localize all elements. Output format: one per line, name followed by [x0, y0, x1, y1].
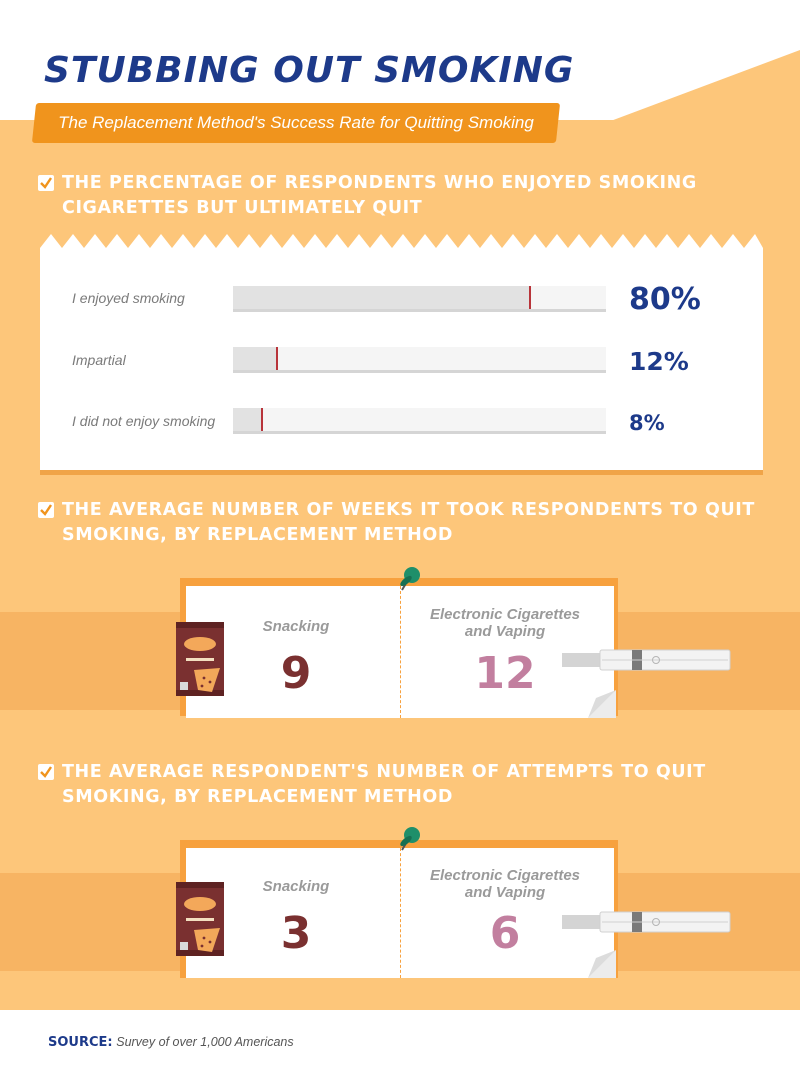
- snack-bag-icon: [176, 882, 224, 956]
- bar-value-enjoyed: 80%: [629, 282, 701, 317]
- section-2-heading: THE AVERAGE NUMBER OF WEEKS IT TOOK RESP…: [38, 498, 758, 548]
- e-cigarette-icon: [562, 911, 731, 933]
- snack-bag-icon: [176, 622, 224, 696]
- card-divider: [400, 848, 401, 978]
- vaping-attempts-value: 6: [489, 908, 521, 959]
- snacking-label: Snacking: [262, 878, 330, 895]
- bar-value-not-enjoyed: 8%: [629, 411, 665, 435]
- vaping-label: Electronic Cigarettes and Vaping: [429, 606, 581, 640]
- subtitle-banner: The Replacement Method's Success Rate fo…: [31, 103, 561, 143]
- card-divider: [400, 586, 401, 718]
- checkbox-icon: [38, 502, 54, 518]
- checkbox-icon: [38, 175, 54, 191]
- bar-label-enjoyed: I enjoyed smoking: [72, 290, 185, 306]
- bar-track-not-enjoyed: [233, 408, 606, 434]
- background-wedge: [560, 50, 800, 140]
- bar-fill-enjoyed: [233, 286, 532, 309]
- section-1-heading: THE PERCENTAGE OF RESPONDENTS WHO ENJOYE…: [38, 171, 758, 221]
- snacking-weeks-value: 9: [280, 648, 312, 699]
- vaping-weeks-value: 12: [474, 648, 536, 699]
- snacking-attempts-value: 3: [280, 908, 312, 959]
- section-3-heading: THE AVERAGE RESPONDENT'S NUMBER OF ATTEM…: [38, 760, 758, 810]
- attempts-card: Snacking 3 Electronic Cigarettes and Vap…: [186, 848, 614, 978]
- source-note: SOURCE: Survey of over 1,000 Americans: [48, 1034, 294, 1050]
- bar-track-impartial: [233, 347, 606, 373]
- bar-value-impartial: 12%: [629, 347, 689, 376]
- e-cigarette-icon: [562, 649, 731, 671]
- page-subtitle: The Replacement Method's Success Rate fo…: [58, 113, 534, 132]
- panel-shadow: [40, 470, 763, 475]
- page-curl-icon: [588, 690, 616, 718]
- page-title: STUBBING OUT SMOKING: [44, 50, 575, 91]
- bar-label-impartial: Impartial: [72, 352, 126, 368]
- bar-fill-impartial: [233, 347, 278, 370]
- source-text: Survey of over 1,000 Americans: [116, 1035, 294, 1049]
- bar-label-not-enjoyed: I did not enjoy smoking: [72, 413, 216, 429]
- panel-zigzag-edge: [40, 234, 763, 250]
- weeks-card: Snacking 9 Electronic Cigarettes and Vap…: [186, 586, 614, 718]
- bar-track-enjoyed: [233, 286, 606, 312]
- pushpin-icon: [400, 567, 420, 591]
- bar-fill-not-enjoyed: [233, 408, 263, 431]
- pushpin-icon: [400, 827, 420, 851]
- snacking-label: Snacking: [262, 618, 330, 635]
- page-curl-icon: [588, 950, 616, 978]
- checkbox-icon: [38, 764, 54, 780]
- vaping-label: Electronic Cigarettes and Vaping: [429, 867, 581, 901]
- source-label: SOURCE:: [48, 1035, 113, 1050]
